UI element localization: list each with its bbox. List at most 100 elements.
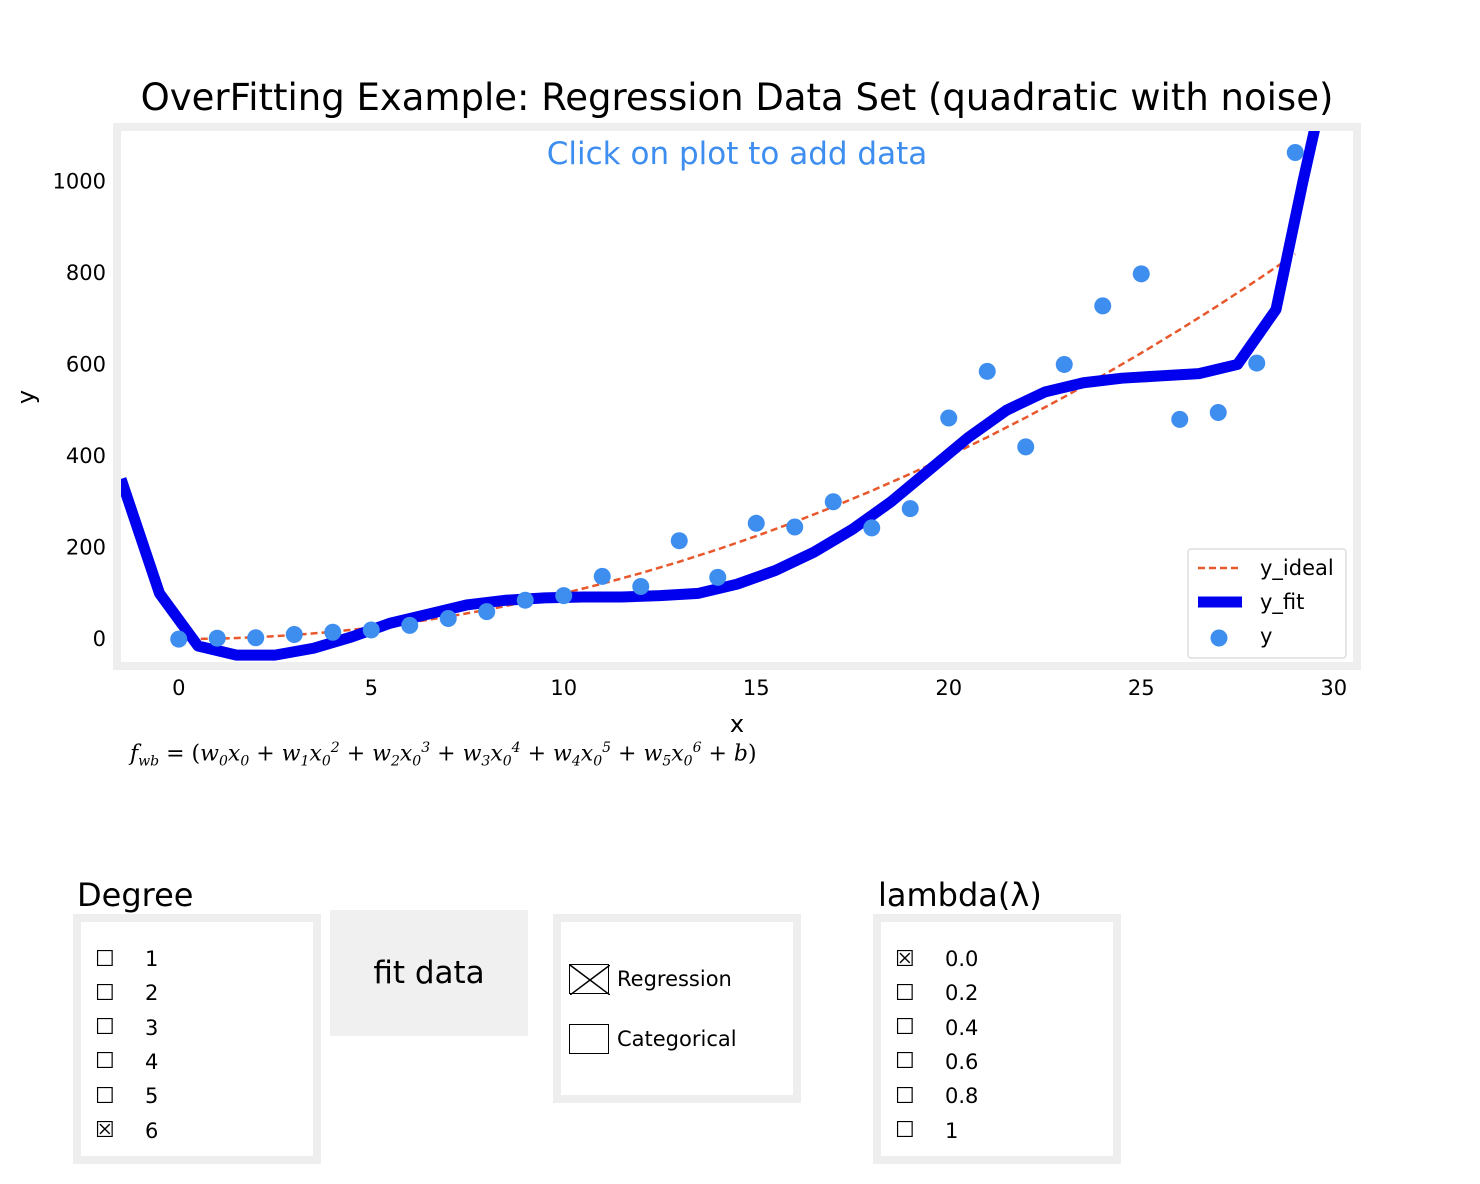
- data-point: [401, 616, 419, 634]
- degree-option[interactable]: ☐ 5: [95, 1083, 158, 1109]
- data-point: [901, 500, 919, 518]
- unchecked-box-icon[interactable]: ☐: [95, 946, 115, 972]
- lambda-option-label: 0.6: [945, 1049, 979, 1074]
- degree-option-label: 2: [145, 981, 159, 1006]
- lambda-option[interactable]: ☒ 0.0: [895, 946, 978, 972]
- degree-title: Degree: [77, 876, 194, 914]
- checked-box-icon[interactable]: ☒: [895, 946, 915, 972]
- data-point: [1055, 355, 1073, 373]
- degree-option[interactable]: ☐ 2: [95, 980, 158, 1006]
- data-point: [208, 629, 226, 647]
- y-tick-label: 600: [66, 352, 106, 376]
- data-point: [478, 603, 496, 621]
- y-tick-label: 400: [66, 444, 106, 468]
- unchecked-box-icon[interactable]: ☐: [895, 1049, 915, 1075]
- mode-option-regression[interactable]: Regression: [569, 964, 732, 995]
- unchecked-box-icon[interactable]: ☐: [895, 1083, 915, 1109]
- degree-option-label: 4: [145, 1049, 159, 1074]
- legend-point-label: y: [1260, 624, 1272, 648]
- lambda-selector: ☒ 0.0 ☐ 0.2 ☐ 0.4 ☐ 0.6 ☐ 0.8 ☐ 1: [873, 914, 1121, 1164]
- x-tick-label: 0: [172, 676, 185, 700]
- y-tick-label: 800: [66, 261, 106, 285]
- data-point: [1094, 297, 1112, 315]
- data-point: [1286, 144, 1304, 162]
- degree-option[interactable]: ☐ 1: [95, 946, 158, 972]
- data-point: [285, 626, 303, 644]
- x-tick-label: 5: [365, 676, 378, 700]
- data-point: [824, 493, 842, 511]
- lambda-option[interactable]: ☐ 0.4: [895, 1015, 978, 1041]
- data-point: [863, 519, 881, 537]
- x-tick-label: 30: [1320, 676, 1347, 700]
- degree-option[interactable]: ☐ 3: [95, 1015, 158, 1041]
- lambda-option[interactable]: ☐ 0.6: [895, 1049, 978, 1075]
- data-point: [786, 518, 804, 536]
- data-point: [324, 623, 342, 641]
- data-point: [247, 629, 265, 647]
- unchecked-box-icon[interactable]: ☐: [95, 1049, 115, 1075]
- checked-box-icon[interactable]: ☒: [95, 1118, 115, 1143]
- chart[interactable]: OverFitting Example: Regression Data Set…: [0, 0, 1480, 800]
- lambda-option-label: 1: [945, 1118, 959, 1143]
- formula-rhs: = (: [166, 741, 201, 767]
- lambda-option-label: 0.0: [945, 947, 979, 971]
- mode-selector: Regression Categorical: [553, 914, 801, 1103]
- data-point: [1171, 410, 1189, 428]
- data-point: [632, 577, 650, 595]
- data-point: [555, 587, 573, 605]
- legend-fit-label: y_fit: [1260, 590, 1304, 615]
- data-point: [670, 532, 688, 550]
- unchecked-box-icon[interactable]: ☐: [95, 980, 115, 1006]
- series-line-y-ideal: [178, 253, 1296, 641]
- lambda-option-label: 0.4: [945, 1015, 979, 1040]
- lambda-option-label: 0.2: [945, 981, 979, 1006]
- series-line-y-fit: [121, 131, 1320, 661]
- lambda-option-label: 0.8: [945, 1084, 979, 1109]
- y-axis-label: y: [12, 390, 40, 404]
- data-point: [170, 630, 188, 648]
- degree-option[interactable]: ☒ 6: [95, 1118, 158, 1144]
- degree-option-label: 3: [145, 1015, 159, 1040]
- data-point: [978, 362, 996, 380]
- data-point: [593, 567, 611, 585]
- y-axis: 0 200 400 600 800 1000: [53, 169, 106, 651]
- x-tick-label: 15: [743, 676, 770, 700]
- lambda-option[interactable]: ☐ 0.2: [895, 980, 978, 1006]
- plot-frame[interactable]: [113, 123, 1361, 670]
- y-tick-label: 200: [66, 536, 106, 560]
- lambda-title: lambda(λ): [878, 876, 1042, 914]
- legend: y_ideal y_fit y: [1187, 548, 1347, 659]
- data-point: [940, 409, 958, 427]
- data-point: [439, 610, 457, 628]
- unchecked-box-icon[interactable]: ☐: [895, 980, 915, 1006]
- x-tick-label: 25: [1128, 676, 1155, 700]
- degree-option-label: 6: [145, 1118, 159, 1143]
- chart-subtitle: Click on plot to add data: [547, 136, 927, 172]
- y-tick-label: 1000: [53, 169, 106, 193]
- degree-option-label: 5: [145, 1084, 159, 1109]
- unchecked-box-icon[interactable]: ☐: [895, 1118, 915, 1143]
- regression-label: Regression: [617, 967, 732, 991]
- data-point: [1132, 265, 1150, 283]
- lambda-option[interactable]: ☐ 0.8: [895, 1083, 978, 1109]
- degree-selector: ☐ 1 ☐ 2 ☐ 3 ☐ 4 ☐ 5 ☒ 6: [73, 914, 321, 1164]
- unchecked-box-icon[interactable]: ☐: [95, 1015, 115, 1041]
- unchecked-box-icon[interactable]: ☐: [895, 1015, 915, 1041]
- data-point: [1248, 354, 1266, 372]
- lambda-option[interactable]: ☐ 1: [895, 1118, 958, 1144]
- categorical-checkbox[interactable]: [569, 1024, 609, 1054]
- categorical-label: Categorical: [617, 1027, 737, 1051]
- regression-checkbox[interactable]: [569, 964, 610, 995]
- mode-option-categorical[interactable]: Categorical: [569, 1024, 737, 1054]
- y-tick-label: 0: [93, 627, 106, 651]
- data-point: [747, 514, 765, 532]
- x-tick-label: 10: [550, 676, 577, 700]
- degree-option[interactable]: ☐ 4: [95, 1049, 158, 1075]
- legend-point-swatch: [1210, 629, 1228, 647]
- data-point: [1017, 438, 1035, 456]
- fit-data-button[interactable]: fit data: [330, 910, 528, 1036]
- legend-ideal-label: y_ideal: [1260, 556, 1334, 581]
- unchecked-box-icon[interactable]: ☐: [95, 1083, 115, 1109]
- x-tick-label: 20: [935, 676, 962, 700]
- x-axis-label: x: [730, 710, 744, 738]
